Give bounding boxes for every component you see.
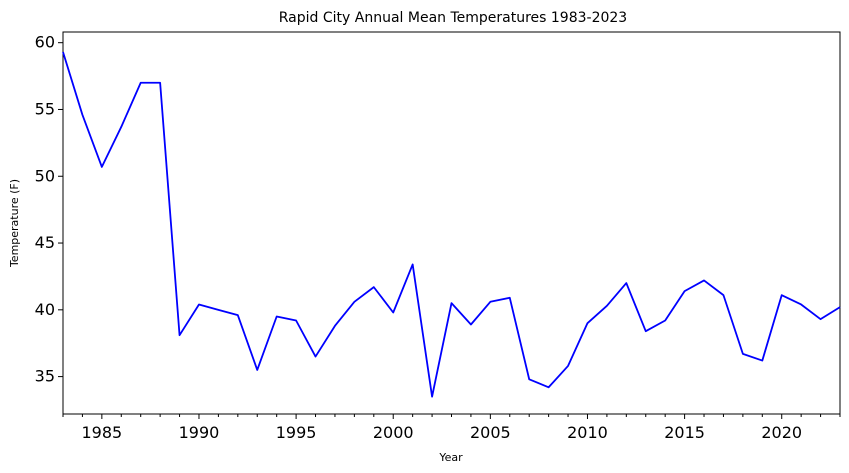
x-axis-label: Year [438,451,463,464]
x-tick-label: 2015 [664,423,705,442]
y-tick-label: 45 [35,233,55,252]
plot-frame [62,31,841,415]
x-tick-label: 2000 [373,423,414,442]
x-tick-label: 2010 [567,423,608,442]
y-axis: 35 40 45 50 55 60 [35,33,63,386]
chart-title: Rapid City Annual Mean Temperatures 1983… [279,10,627,26]
x-tick-label: 2005 [470,423,511,442]
y-axis-label: Temperature (F) [8,179,21,268]
y-tick-label: 55 [35,99,55,118]
y-tick-label: 60 [35,33,55,52]
plot-area: 35 40 45 50 55 60 1985 1990 1995 2000 2005 2010 201… [35,31,841,442]
y-tick-label: 35 [35,367,55,386]
x-axis: 1985 1990 1995 2000 2005 2010 2015 2020 [62,414,841,442]
x-tick-label: 1990 [179,423,220,442]
x-tick-label: 1995 [276,423,317,442]
x-tick-label: 2020 [761,423,802,442]
y-tick-label: 50 [35,166,55,185]
temperature-line [62,51,841,398]
x-tick-label: 1985 [81,423,122,442]
y-tick-label: 40 [35,300,55,319]
